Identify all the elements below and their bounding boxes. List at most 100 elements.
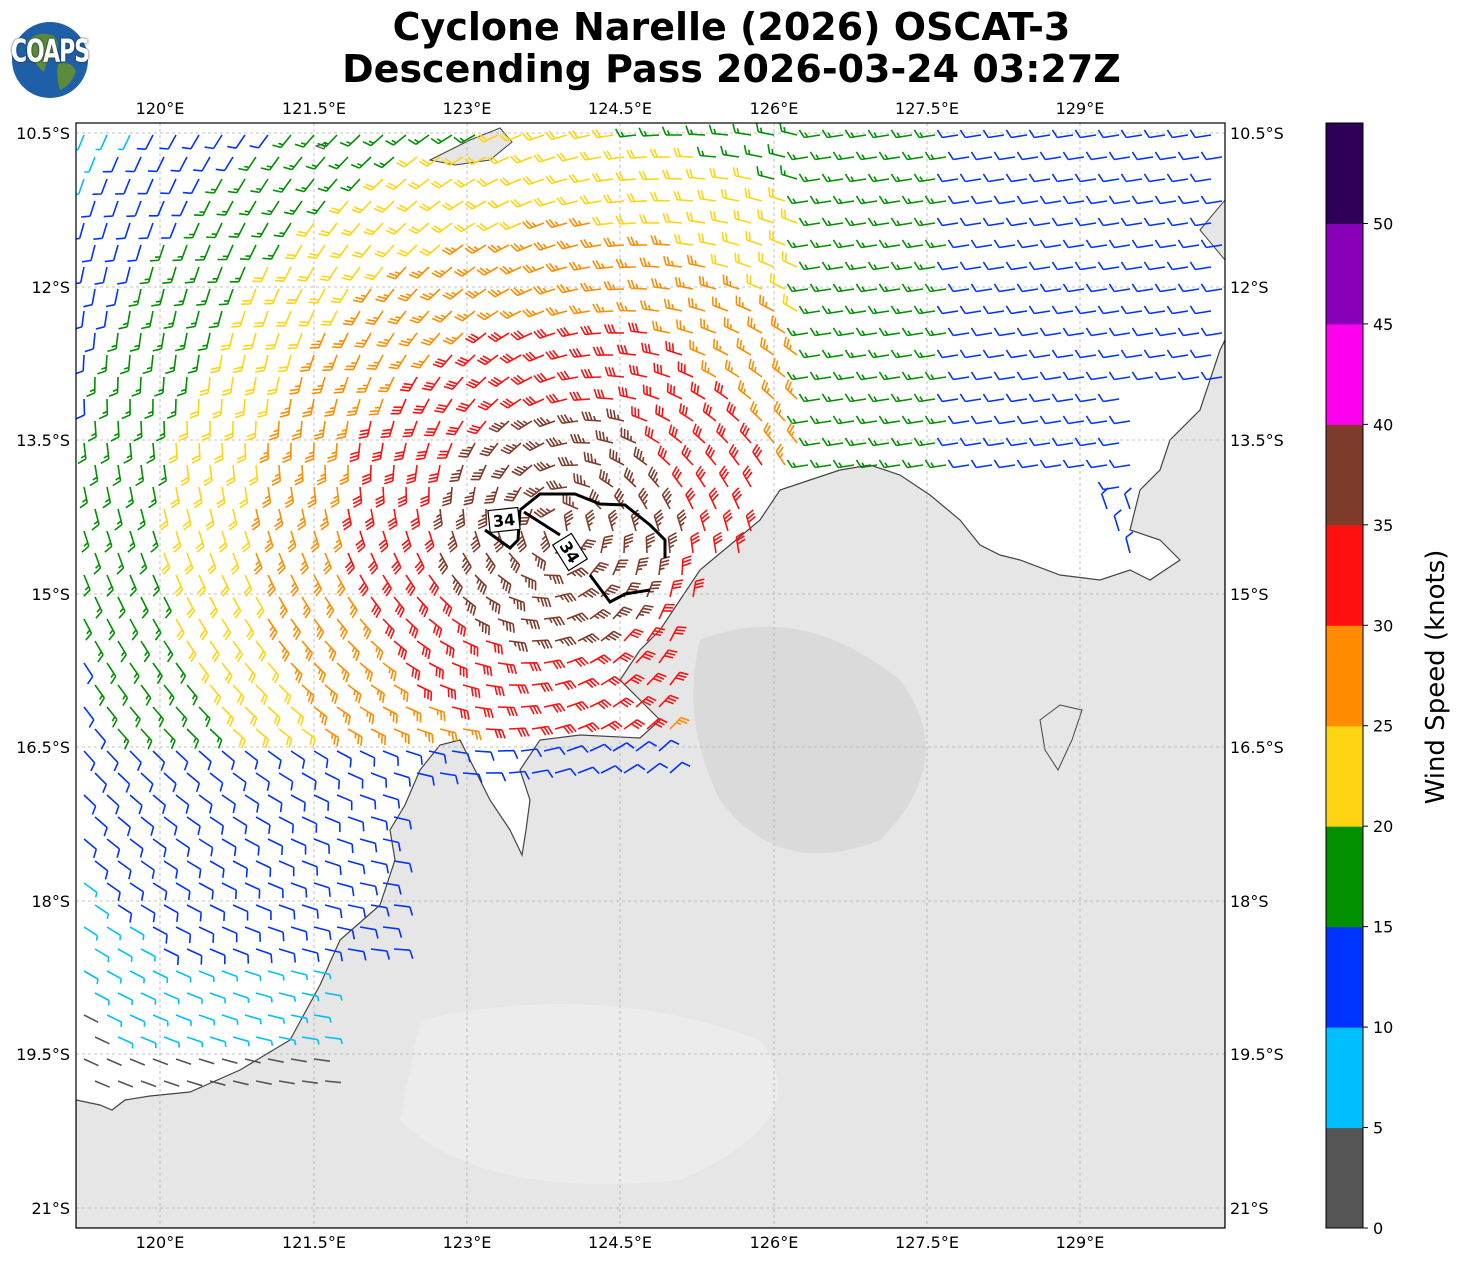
wind-barb <box>1177 151 1200 161</box>
wind-barb <box>1005 261 1028 271</box>
wind-barb <box>347 728 363 746</box>
wind-barb <box>936 261 959 271</box>
lat-tick-right: 13.5°S <box>1230 431 1284 450</box>
wind-barb <box>105 288 119 308</box>
wind-barb <box>137 508 146 531</box>
wind-barb <box>125 486 134 509</box>
wind-barb <box>182 178 200 195</box>
wind-barb <box>681 444 694 466</box>
wind-barb <box>378 376 395 393</box>
wind-barb <box>94 728 107 750</box>
wind-barb <box>424 420 441 437</box>
wind-barb <box>510 154 533 164</box>
wind-barb <box>592 260 614 270</box>
wind-barb <box>410 508 421 531</box>
wind-barb <box>970 327 993 337</box>
wind-barb <box>474 750 495 761</box>
wind-barb <box>301 684 315 705</box>
wind-barb <box>832 371 855 381</box>
wind-barb <box>855 195 878 205</box>
wind-barb <box>901 239 924 249</box>
wind-barb <box>152 662 163 685</box>
wind-barb <box>364 508 375 531</box>
wind-barb <box>734 252 752 268</box>
wind-barb <box>600 720 623 731</box>
wind-barb <box>1131 195 1154 205</box>
wind-barb <box>114 508 123 531</box>
wind-barb <box>260 156 280 171</box>
wind-barb <box>197 574 207 597</box>
colorbar-bin <box>1326 625 1363 727</box>
wind-barb <box>635 740 658 752</box>
wind-barb <box>786 415 809 425</box>
wind-barb <box>686 211 706 224</box>
colorbar: 0 5 10 15 20 25 30 35 40 45 50 <box>1325 122 1393 1238</box>
wind-barb <box>453 134 476 144</box>
wind-barb <box>336 618 348 640</box>
wind-barb <box>117 728 130 750</box>
wind-barb <box>1143 129 1166 139</box>
wind-barb <box>1028 437 1051 447</box>
wind-barb <box>631 406 648 422</box>
wind-barb <box>94 1036 110 1045</box>
wind-barb <box>393 596 405 618</box>
wind-barb <box>533 197 556 207</box>
wind-barb <box>287 530 297 553</box>
wind-barb <box>94 904 110 919</box>
wind-barb <box>1074 129 1097 139</box>
wind-barb <box>146 442 156 464</box>
wind-barb <box>278 596 288 619</box>
wind-barb <box>342 310 361 326</box>
wind-barb <box>221 1058 238 1064</box>
wind-barb <box>313 1058 331 1062</box>
wind-barb <box>690 531 701 554</box>
wind-barb <box>855 327 878 337</box>
wind-barb <box>267 706 281 727</box>
wind-barb <box>375 486 385 508</box>
wind-barb <box>129 882 145 901</box>
wind-barb <box>533 372 556 383</box>
wind-barb <box>508 770 530 780</box>
wind-barb <box>668 424 683 444</box>
wind-barb <box>1189 173 1212 183</box>
wind-barb <box>646 762 668 774</box>
wind-barb <box>878 459 901 469</box>
wind-barb <box>543 659 566 670</box>
wind-barb <box>437 552 449 575</box>
wind-barb <box>402 420 418 438</box>
wind-barb <box>186 860 202 879</box>
wind-barb <box>416 684 433 701</box>
wind-barb <box>589 699 612 710</box>
wind-barb <box>890 217 913 227</box>
wind-barb <box>531 769 554 779</box>
wind-barb <box>1154 151 1177 161</box>
wind-barb <box>294 134 315 148</box>
wind-barb <box>106 662 117 685</box>
wind-barb <box>238 486 249 509</box>
wind-barb <box>129 1058 146 1066</box>
wind-barb <box>735 295 752 312</box>
wind-barb <box>322 354 338 372</box>
wind-barb <box>437 442 453 459</box>
wind-barb <box>579 282 602 292</box>
wind-barb <box>295 178 315 193</box>
wind-barb <box>129 794 143 815</box>
wind-barb <box>284 486 295 509</box>
wind-barb <box>499 310 522 320</box>
wind-barb <box>324 948 344 962</box>
wind-barb <box>140 1080 157 1088</box>
lon-tick-top: 121.5°E <box>282 99 346 118</box>
wind-barb <box>232 904 249 921</box>
colorbar-bin <box>1326 424 1363 526</box>
wind-barb <box>267 662 280 684</box>
wind-barb <box>393 904 414 916</box>
wind-barb <box>81 200 96 218</box>
wind-barb <box>180 464 190 487</box>
wind-barb <box>347 640 361 662</box>
wind-barb <box>382 618 395 640</box>
wind-barb <box>296 222 315 237</box>
wind-barb <box>1016 371 1039 381</box>
wind-barb <box>170 156 188 172</box>
wind-barb <box>255 640 267 662</box>
wind-barb <box>936 217 959 227</box>
